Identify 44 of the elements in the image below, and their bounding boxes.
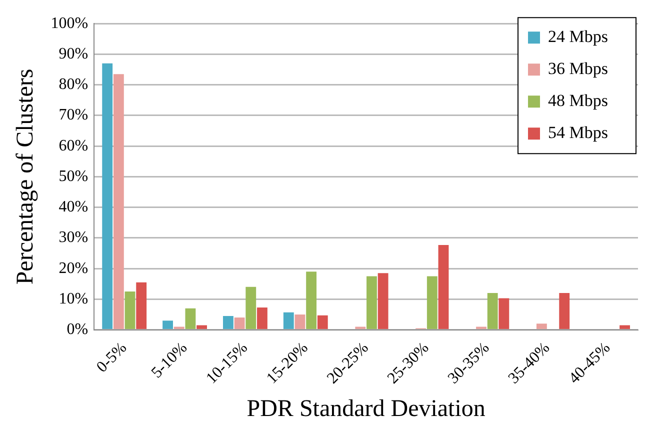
legend-label: 54 Mbps xyxy=(548,123,608,142)
bar xyxy=(196,325,207,330)
y-tick-label: 80% xyxy=(58,76,88,94)
legend-label: 24 Mbps xyxy=(548,27,608,46)
bar xyxy=(476,326,486,330)
bar xyxy=(246,286,256,330)
x-axis-title: PDR Standard Deviation xyxy=(246,396,486,422)
y-tick-label: 10% xyxy=(58,290,88,308)
bar xyxy=(222,316,234,330)
bar xyxy=(620,325,630,330)
bar xyxy=(124,292,136,330)
y-tick-label: 60% xyxy=(58,137,88,154)
bar xyxy=(426,276,438,330)
bar xyxy=(536,324,547,330)
y-tick-label: 0% xyxy=(66,321,88,338)
bar xyxy=(283,312,294,330)
bar xyxy=(113,74,124,330)
bar xyxy=(174,326,184,330)
y-tick-label: 90% xyxy=(58,45,88,62)
y-tick-label: 100% xyxy=(50,14,88,32)
bar xyxy=(234,318,245,330)
bar xyxy=(306,272,317,330)
bar xyxy=(136,282,147,330)
bar xyxy=(487,293,498,330)
bar xyxy=(102,63,113,330)
y-axis-title: Percentage of Clusters xyxy=(12,68,39,285)
y-tick-label: 50% xyxy=(58,168,88,185)
legend-label: 36 Mbps xyxy=(548,59,608,78)
bar xyxy=(185,308,196,330)
bar xyxy=(559,293,570,330)
bar xyxy=(317,315,328,330)
y-tick-label: 20% xyxy=(58,260,88,277)
y-tick-label: 70% xyxy=(58,106,88,124)
bar xyxy=(294,314,306,330)
bar xyxy=(366,276,377,330)
bar xyxy=(378,273,388,330)
y-tick-label: 30% xyxy=(58,229,88,246)
bar xyxy=(438,244,449,330)
bar xyxy=(162,320,173,330)
y-tick-label: 40% xyxy=(58,198,88,216)
bar xyxy=(498,298,510,330)
legend-label: 48 Mbps xyxy=(548,91,608,110)
bar xyxy=(256,307,268,330)
bar xyxy=(355,326,366,330)
